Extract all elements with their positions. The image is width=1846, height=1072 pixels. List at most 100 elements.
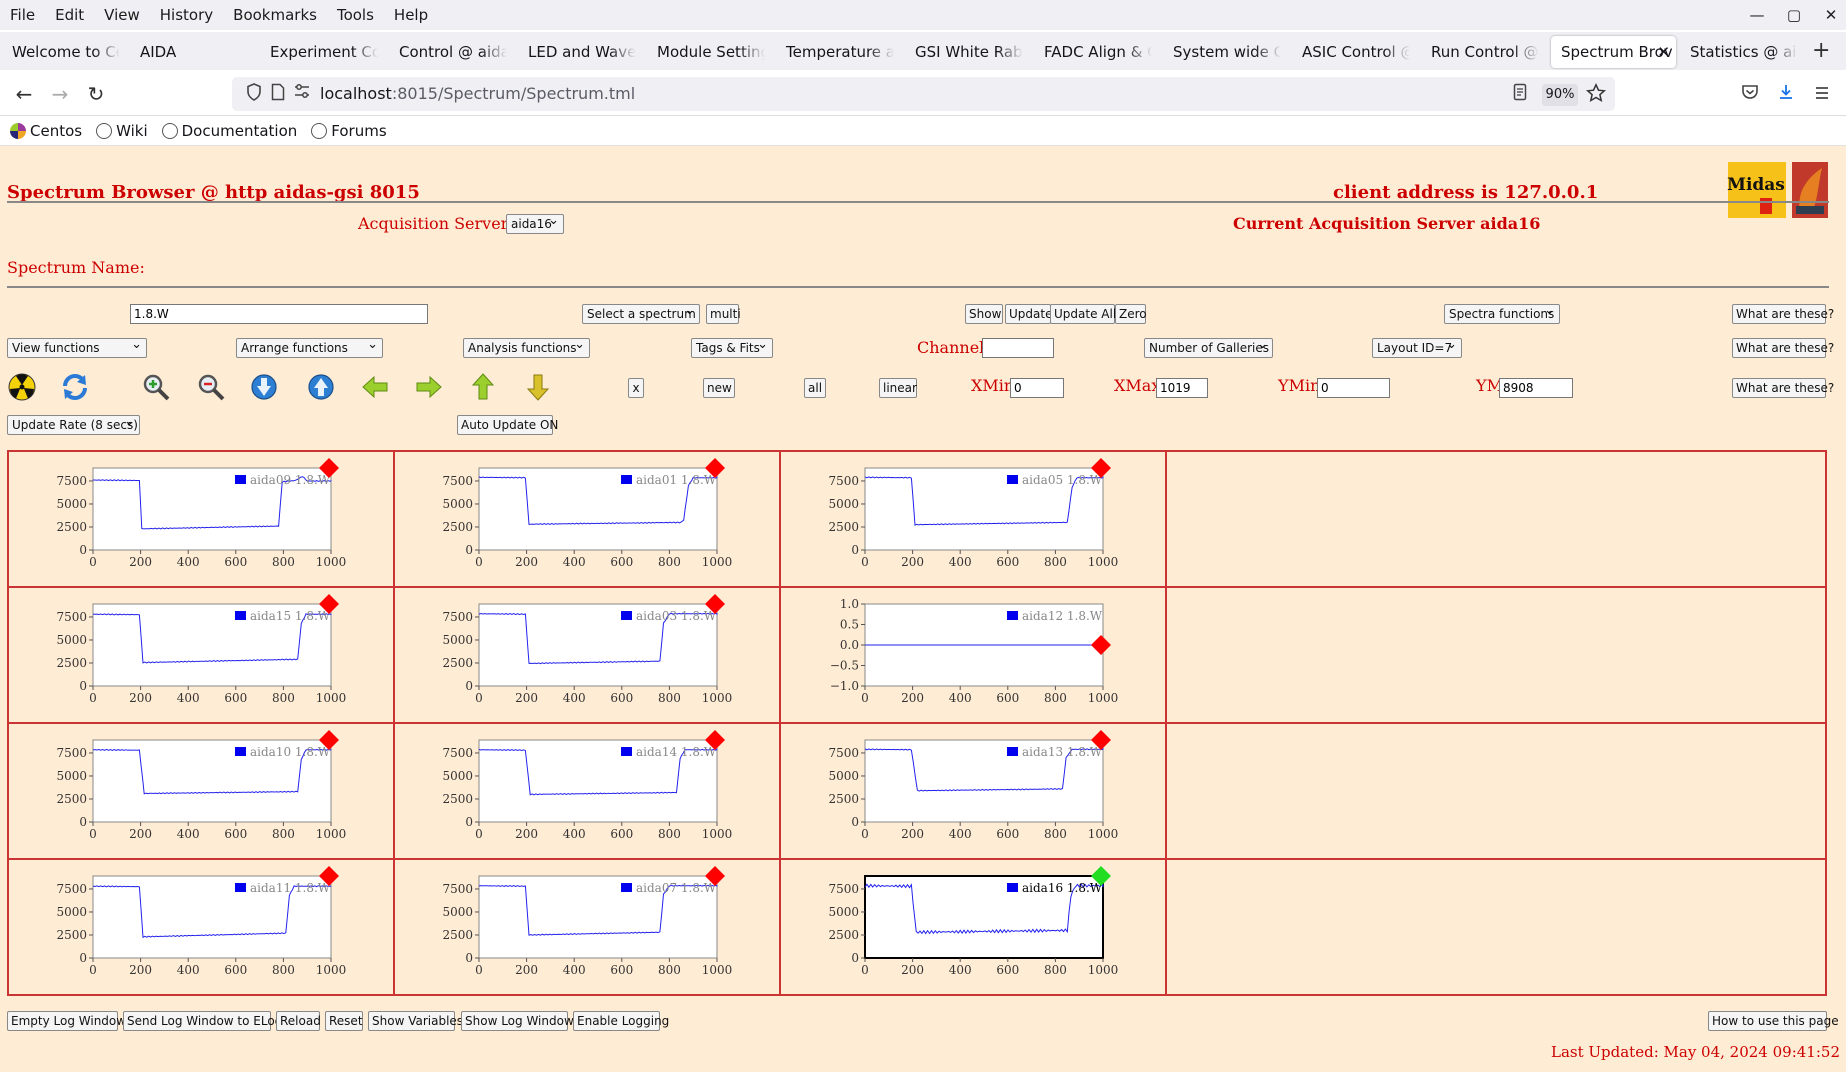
number-of-galleries-dropdown[interactable]: Number of Galleries	[1144, 336, 1273, 358]
multi-button[interactable]: multi	[706, 304, 741, 324]
acq-server-select[interactable]: aida16	[506, 212, 564, 234]
spectrum-chart[interactable]: 0 2500 5000 7500 0 200 400 600 800 1000 aida01 1.8…	[395, 452, 781, 588]
spectrum-chart[interactable]: 0 2500 5000 7500 0 200 400 600 800 1000 aida13 1.8…	[781, 724, 1167, 860]
status-marker[interactable]	[1091, 458, 1111, 478]
gallery-cell[interactable]: 0 2500 5000 7500 0 200 400 600 800 1000 aida05 1.8…	[781, 452, 1167, 588]
x-button[interactable]: x	[628, 378, 644, 398]
tab-11[interactable]: Run Control @ a	[1421, 36, 1539, 68]
permissions-icon[interactable]	[292, 83, 312, 105]
bookmark-forums[interactable]: Forums	[311, 122, 387, 140]
spectrum-name-input[interactable]: 1.8.W	[130, 304, 428, 324]
gallery-cell[interactable]: 0 2500 5000 7500 0 200 400 600 800 1000 aida10 1.8…	[9, 724, 395, 860]
refresh-icon[interactable]	[60, 372, 90, 402]
tab-close-icon[interactable]: ✕	[1657, 43, 1670, 61]
zoom-level-badge[interactable]: 90%	[1542, 84, 1578, 106]
ymax-input[interactable]: 8908	[1499, 378, 1573, 398]
reader-view-icon[interactable]	[1510, 83, 1530, 105]
radiation-icon[interactable]	[7, 372, 37, 402]
url-bar[interactable]: localhost:8015/Spectrum/Spectrum.tml 90%	[232, 77, 1615, 111]
ymin-input[interactable]: 0	[1317, 378, 1390, 398]
arrow-right-icon[interactable]	[414, 372, 444, 402]
arrange-functions-dropdown[interactable]: Arrange functions	[236, 336, 383, 358]
close-window-button[interactable]: ✕	[1824, 6, 1838, 24]
analysis-functions-dropdown[interactable]: Analysis functions	[463, 336, 590, 358]
update-button[interactable]: Update	[1005, 304, 1052, 324]
all-button[interactable]: all	[804, 378, 826, 398]
gallery-cell[interactable]: 0 2500 5000 7500 0 200 400 600 800 1000 aida11 1.8…	[9, 860, 395, 994]
gallery-cell[interactable]: 0 2500 5000 7500 0 200 400 600 800 1000 aida07 1.8…	[395, 860, 781, 994]
back-arrow-icon[interactable]: ←	[15, 82, 33, 106]
spectrum-chart[interactable]: −1.0 −0.5 0.0 0.5 1.0 0 200 400 600 800 1000 aida12…	[781, 588, 1167, 724]
zoom-out-icon[interactable]	[196, 372, 226, 402]
spectrum-chart[interactable]: 0 2500 5000 7500 0 200 400 600 800 1000 aida11 1.8…	[9, 860, 395, 994]
shield-icon[interactable]	[244, 83, 264, 105]
maximize-button[interactable]: ▢	[1786, 6, 1802, 24]
zoom-in-icon[interactable]	[141, 372, 171, 402]
spectrum-chart[interactable]: 0 2500 5000 7500 0 200 400 600 800 1000 aida10 1.8…	[9, 724, 395, 860]
status-marker[interactable]	[705, 458, 725, 478]
status-marker[interactable]	[319, 866, 339, 886]
tags-fits-dropdown[interactable]: Tags & Fits	[691, 336, 773, 358]
how-to-use-button[interactable]: How to use this page	[1708, 1011, 1839, 1031]
menu-help[interactable]: Help	[393, 6, 429, 24]
linear-button[interactable]: linear	[879, 378, 917, 398]
status-marker[interactable]	[319, 730, 339, 750]
tab-4[interactable]: LED and Wavefo	[518, 36, 636, 68]
bookmark-centos[interactable]: Centos	[10, 122, 82, 140]
new-tab-button[interactable]: +	[1812, 38, 1831, 63]
status-marker[interactable]	[319, 594, 339, 614]
tab-3[interactable]: Control @ aidas	[389, 36, 507, 68]
tab-10[interactable]: ASIC Control @	[1292, 36, 1410, 68]
reset-button[interactable]: Reset	[325, 1011, 363, 1031]
menu-edit[interactable]: Edit	[55, 6, 85, 24]
url-text[interactable]: localhost:8015/Spectrum/Spectrum.tml	[320, 84, 636, 103]
what-are-these-button-2[interactable]: What are these?	[1732, 338, 1834, 358]
tab-7[interactable]: GSI White Rabbi	[905, 36, 1023, 68]
tab-1[interactable]: AIDA	[130, 36, 220, 68]
send-log-to-elog-button[interactable]: Send Log Window to ELog	[123, 1011, 282, 1031]
view-functions-dropdown[interactable]: View functions	[7, 336, 147, 358]
arrow-down-icon[interactable]	[523, 372, 553, 402]
tab-0[interactable]: Welcome to Cen	[2, 36, 120, 68]
enable-logging-button[interactable]: Enable Logging	[573, 1011, 669, 1031]
hamburger-menu-icon[interactable]	[1808, 80, 1836, 108]
gallery-cell[interactable]: 0 2500 5000 7500 0 200 400 600 800 1000 aida03 1.8…	[395, 588, 781, 724]
show-variables-button[interactable]: Show Variables	[368, 1011, 463, 1031]
menu-view[interactable]: View	[104, 6, 140, 24]
status-marker[interactable]	[1091, 635, 1111, 655]
spectra-functions-dropdown[interactable]: Spectra functions	[1444, 302, 1560, 324]
spectrum-chart[interactable]: 0 2500 5000 7500 0 200 400 600 800 1000 aida14 1.8…	[395, 724, 781, 860]
status-marker[interactable]	[705, 594, 725, 614]
status-marker[interactable]	[705, 730, 725, 750]
spectrum-chart[interactable]: 0 2500 5000 7500 0 200 400 600 800 1000 aida05 1.8…	[781, 452, 1167, 588]
status-marker[interactable]	[1091, 866, 1111, 886]
what-are-these-button-1[interactable]: What are these?	[1732, 304, 1834, 324]
tab-12[interactable]: Spectrum Brov ✕	[1551, 36, 1676, 68]
show-button[interactable]: Show	[965, 304, 1003, 324]
auto-update-button[interactable]: Auto Update ON	[457, 415, 558, 435]
menu-file[interactable]: File	[10, 6, 36, 24]
expand-up-icon[interactable]	[306, 372, 336, 402]
reload-button[interactable]: Reload	[276, 1011, 321, 1031]
new-button[interactable]: new	[703, 378, 735, 398]
update-rate-dropdown[interactable]: Update Rate (8 secs)	[7, 413, 140, 435]
gallery-cell[interactable]: −1.0 −0.5 0.0 0.5 1.0 0 200 400 600 800 1000 aida12…	[781, 588, 1167, 724]
update-all-button[interactable]: Update All	[1050, 304, 1116, 324]
gallery-cell[interactable]: 0 2500 5000 7500 0 200 400 600 800 1000 aida13 1.8…	[781, 724, 1167, 860]
menu-history[interactable]: History	[159, 6, 214, 24]
gallery-cell[interactable]: 0 2500 5000 7500 0 200 400 600 800 1000 aida01 1.8…	[395, 452, 781, 588]
menu-tools[interactable]: Tools	[336, 6, 374, 24]
layout-id-dropdown[interactable]: Layout ID=7	[1372, 336, 1462, 358]
forward-arrow-icon[interactable]: →	[51, 82, 69, 106]
status-marker[interactable]	[705, 866, 725, 886]
status-marker[interactable]	[319, 458, 339, 478]
menu-bookmarks[interactable]: Bookmarks	[233, 6, 317, 24]
bookmark-star-icon[interactable]	[1585, 83, 1607, 105]
tab-5[interactable]: Module Settings	[647, 36, 765, 68]
empty-log-window-button[interactable]: Empty Log Window	[7, 1011, 126, 1031]
tab-2[interactable]: Experiment Cont	[260, 36, 378, 68]
bookmark-wiki[interactable]: Wiki	[96, 122, 148, 140]
gallery-cell[interactable]: 0 2500 5000 7500 0 200 400 600 800 1000 aida09 1.8…	[9, 452, 395, 588]
reload-icon[interactable]: ↻	[87, 82, 105, 106]
gallery-cell[interactable]: 0 2500 5000 7500 0 200 400 600 800 1000 aida15 1.8…	[9, 588, 395, 724]
